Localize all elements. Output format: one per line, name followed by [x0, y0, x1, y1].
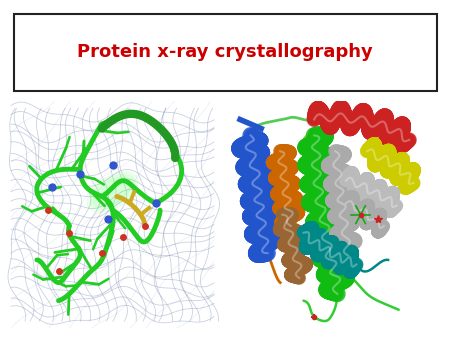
Ellipse shape — [87, 172, 138, 212]
Ellipse shape — [90, 174, 135, 210]
Ellipse shape — [93, 177, 132, 207]
FancyBboxPatch shape — [14, 14, 436, 91]
Text: Protein x-ray crystallography: Protein x-ray crystallography — [77, 43, 373, 62]
